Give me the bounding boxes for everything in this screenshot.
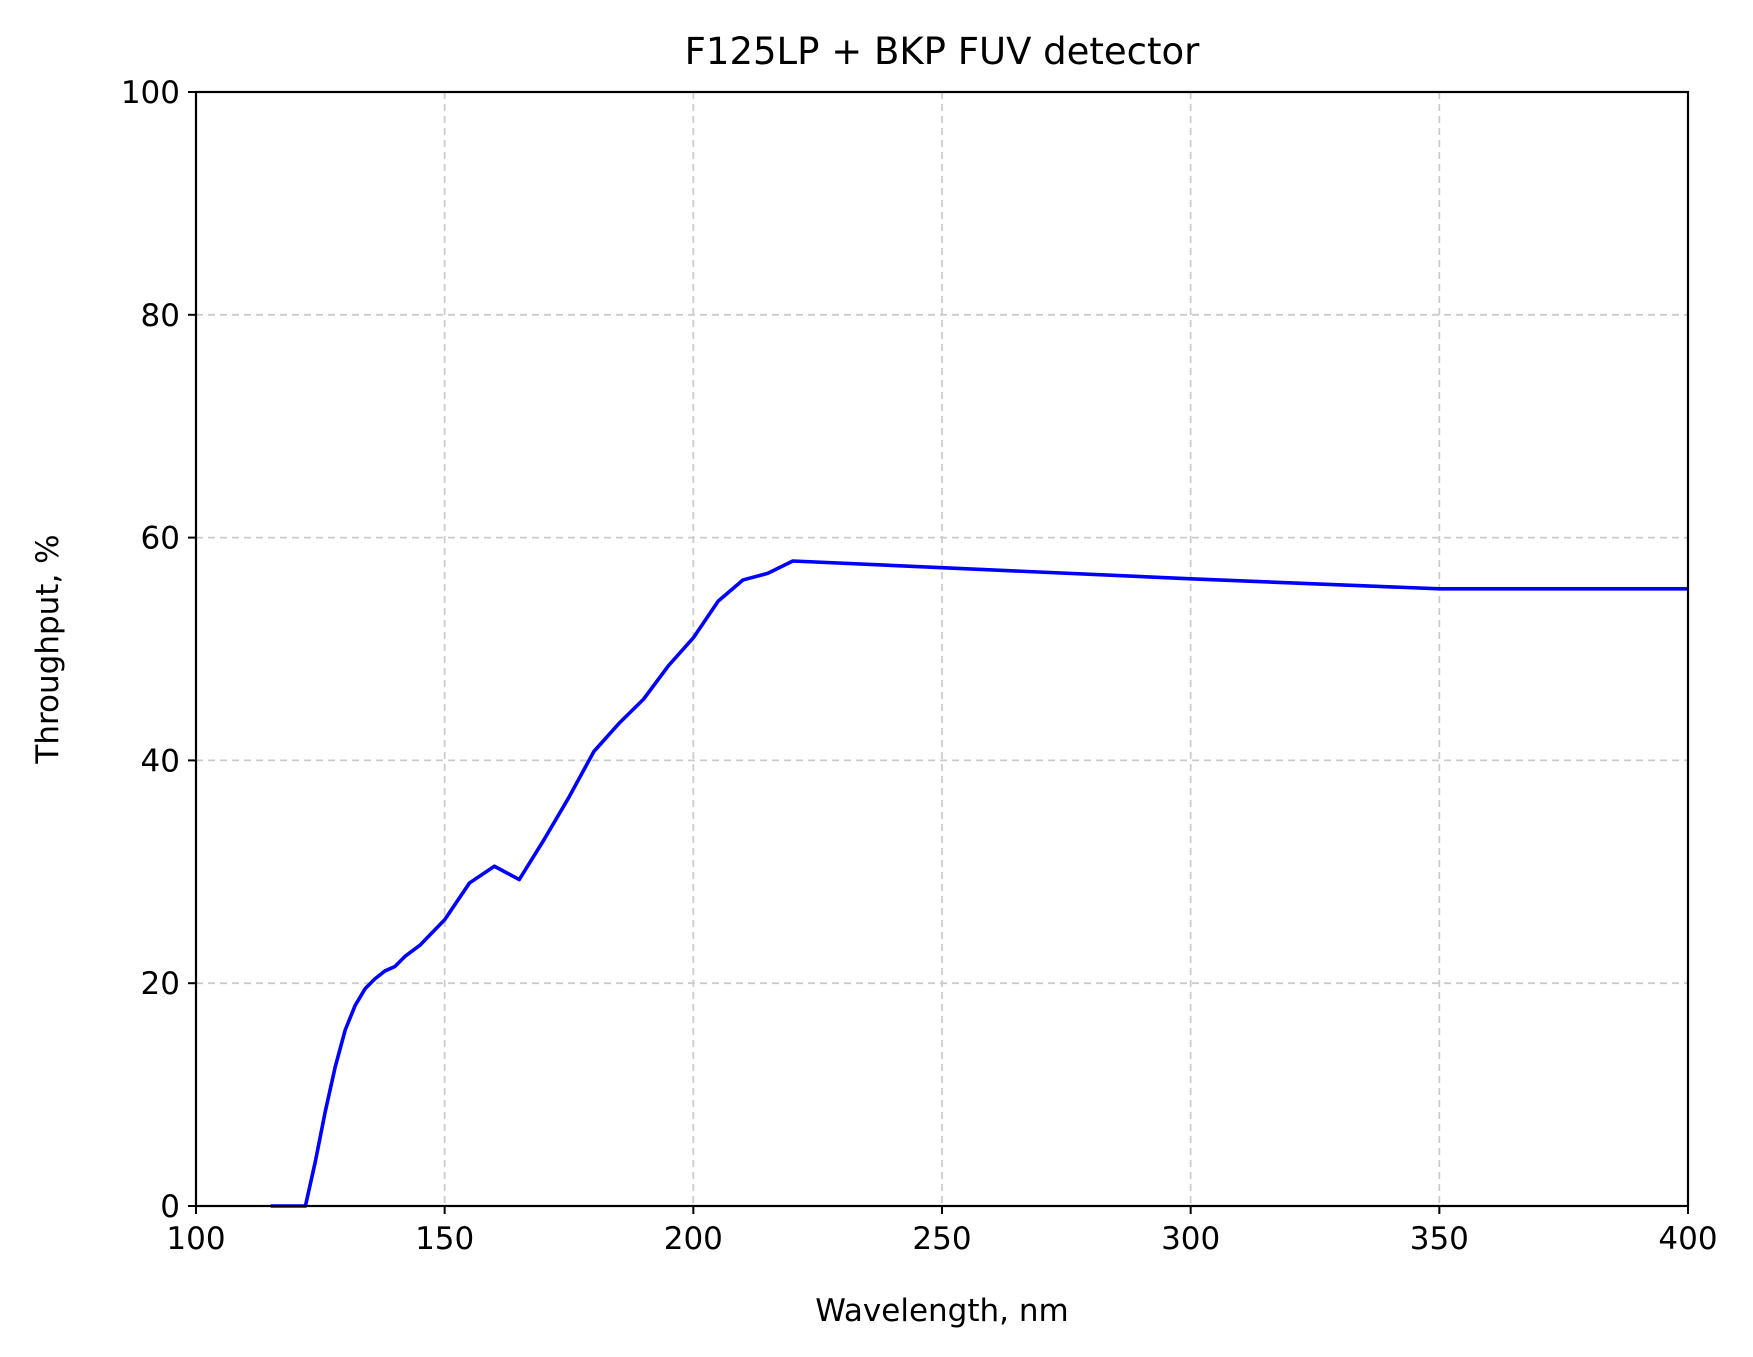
x-tick-label: 100 — [166, 1221, 225, 1257]
x-tick-label: 300 — [1161, 1221, 1220, 1257]
y-tick-label: 20 — [141, 966, 180, 1002]
y-axis-label: Throughput, % — [30, 534, 66, 764]
series-layer — [270, 559, 1688, 1208]
grid — [195, 91, 1689, 1207]
y-tick-label: 80 — [141, 298, 180, 334]
ticks: 100 150 200 250 300 350 400 0 20 40 60 80 100 — [121, 75, 1718, 1257]
x-tick-label: 150 — [415, 1221, 474, 1257]
x-axis-label: Wavelength, nm — [815, 1293, 1068, 1329]
y-tick-label: 100 — [121, 75, 180, 111]
x-tick-label: 400 — [1658, 1221, 1717, 1257]
x-tick-label: 350 — [1410, 1221, 1469, 1257]
throughput-line — [270, 559, 1688, 1208]
y-tick-label: 0 — [160, 1189, 180, 1225]
y-tick-label: 40 — [141, 743, 180, 779]
x-tick-label: 200 — [664, 1221, 723, 1257]
y-tick-label: 60 — [141, 521, 180, 557]
x-tick-label: 250 — [912, 1221, 971, 1257]
chart-title: F125LP + BKP FUV detector — [685, 30, 1201, 73]
